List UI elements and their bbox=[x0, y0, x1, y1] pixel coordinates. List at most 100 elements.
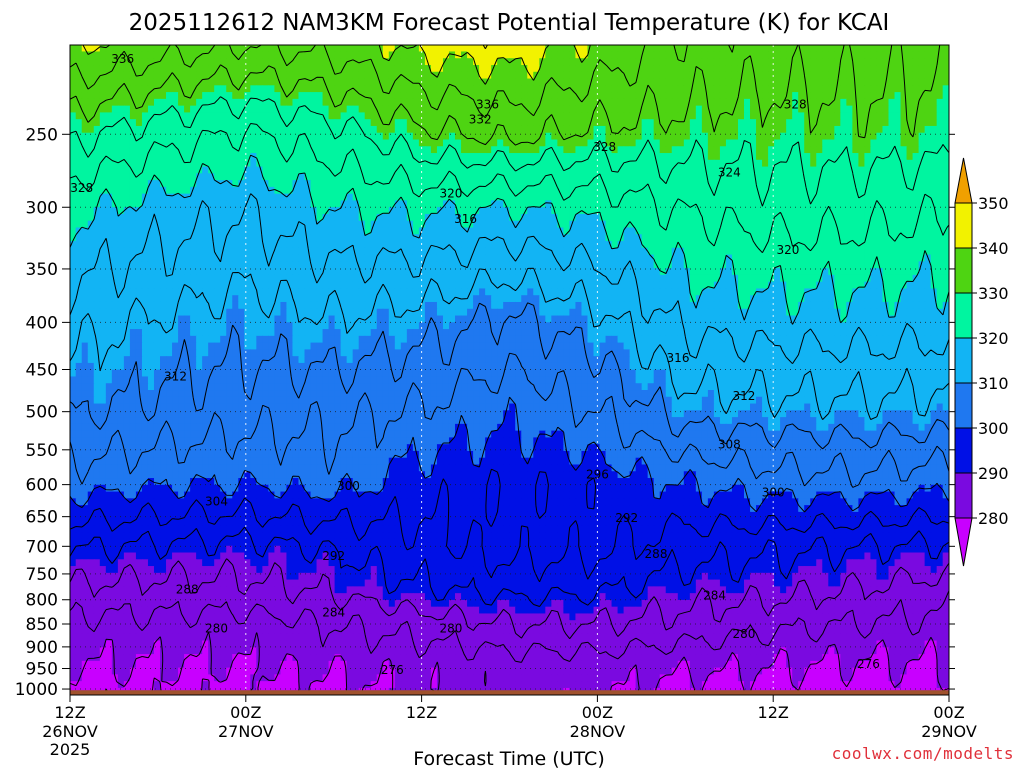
theta-cell bbox=[527, 180, 534, 188]
theta-cell bbox=[653, 247, 661, 256]
theta-cell bbox=[750, 71, 757, 80]
theta-cell bbox=[442, 261, 450, 269]
theta-cell bbox=[816, 173, 823, 181]
theta-cell bbox=[286, 71, 294, 80]
theta-cell bbox=[744, 159, 751, 168]
theta-cell bbox=[563, 153, 570, 161]
theta-cell bbox=[256, 200, 263, 208]
theta-cell bbox=[250, 112, 257, 120]
theta-cell bbox=[153, 92, 161, 100]
theta-cell bbox=[208, 105, 215, 114]
theta-cell bbox=[479, 200, 486, 208]
theta-cell bbox=[430, 98, 438, 107]
theta-cell bbox=[274, 112, 282, 120]
theta-cell bbox=[196, 234, 203, 242]
theta-cell bbox=[467, 153, 474, 161]
theta-cell bbox=[461, 186, 468, 195]
theta-cell bbox=[111, 125, 119, 134]
theta-cell bbox=[75, 125, 83, 134]
theta-cell bbox=[70, 71, 77, 80]
theta-cell bbox=[846, 180, 853, 188]
theta-cell bbox=[882, 180, 890, 188]
theta-cell bbox=[358, 200, 366, 208]
theta-cell bbox=[280, 220, 288, 229]
theta-cell bbox=[575, 227, 583, 235]
theta-cell bbox=[340, 85, 348, 93]
theta-cell bbox=[376, 166, 384, 174]
theta-cell bbox=[376, 234, 384, 242]
theta-cell bbox=[479, 220, 486, 229]
theta-cell bbox=[816, 105, 823, 114]
theta-cell bbox=[713, 71, 721, 80]
theta-cell bbox=[442, 119, 450, 127]
theta-cell bbox=[274, 159, 282, 168]
theta-cell bbox=[93, 125, 101, 134]
theta-cell bbox=[334, 58, 342, 66]
theta-cell bbox=[226, 112, 233, 120]
theta-cell bbox=[256, 65, 263, 73]
theta-cell bbox=[894, 92, 902, 100]
theta-cell bbox=[328, 234, 336, 242]
theta-cell bbox=[117, 132, 125, 141]
theta-cell bbox=[111, 112, 119, 120]
theta-cell bbox=[166, 92, 173, 100]
theta-cell bbox=[533, 268, 540, 276]
theta-cell bbox=[533, 227, 540, 235]
theta-cell bbox=[942, 71, 949, 80]
theta-cell bbox=[340, 58, 348, 66]
theta-cell bbox=[713, 220, 721, 229]
theta-cell bbox=[340, 105, 348, 114]
theta-cell bbox=[448, 193, 456, 202]
theta-cell bbox=[214, 105, 221, 114]
theta-cell bbox=[894, 227, 902, 235]
theta-cell bbox=[232, 71, 239, 80]
theta-cell bbox=[587, 261, 595, 269]
theta-cell bbox=[894, 51, 902, 59]
theta-cell bbox=[737, 268, 745, 276]
theta-cell bbox=[647, 268, 655, 276]
theta-cell bbox=[322, 268, 330, 276]
theta-cell bbox=[262, 207, 269, 215]
theta-cell bbox=[515, 227, 522, 235]
theta-cell bbox=[99, 51, 107, 59]
theta-cell bbox=[244, 78, 251, 86]
theta-cell bbox=[322, 159, 330, 168]
theta-cell bbox=[244, 85, 251, 93]
theta-cell bbox=[629, 119, 637, 127]
theta-cell bbox=[352, 241, 360, 249]
theta-cell bbox=[304, 78, 312, 86]
theta-cell bbox=[232, 207, 239, 215]
theta-cell bbox=[214, 200, 221, 208]
theta-cell bbox=[551, 186, 558, 195]
theta-cell bbox=[900, 213, 908, 222]
theta-cell bbox=[569, 234, 577, 242]
theta-cell bbox=[707, 45, 715, 53]
theta-cell bbox=[232, 247, 239, 256]
theta-cell bbox=[659, 105, 667, 114]
theta-cell bbox=[768, 98, 775, 107]
theta-cell bbox=[346, 98, 354, 107]
theta-cell bbox=[635, 241, 643, 249]
theta-cell bbox=[448, 213, 456, 222]
theta-cell bbox=[358, 139, 366, 147]
theta-cell bbox=[334, 85, 342, 93]
theta-cell bbox=[840, 159, 847, 168]
theta-cell bbox=[521, 112, 528, 120]
theta-cell bbox=[936, 132, 944, 141]
theta-cell bbox=[593, 227, 601, 235]
theta-cell bbox=[876, 159, 884, 168]
theta-cell bbox=[683, 92, 691, 100]
theta-cell bbox=[190, 119, 197, 127]
theta-cell bbox=[924, 85, 932, 93]
theta-cell bbox=[834, 200, 841, 208]
theta-cell bbox=[172, 261, 179, 269]
theta-cell bbox=[467, 71, 474, 80]
theta-cell bbox=[424, 92, 432, 100]
theta-cell bbox=[81, 268, 89, 276]
theta-cell bbox=[340, 125, 348, 134]
theta-cell bbox=[430, 51, 438, 59]
theta-cell bbox=[834, 58, 841, 66]
theta-cell bbox=[202, 274, 209, 283]
theta-cell bbox=[731, 227, 739, 235]
theta-cell bbox=[756, 132, 763, 141]
